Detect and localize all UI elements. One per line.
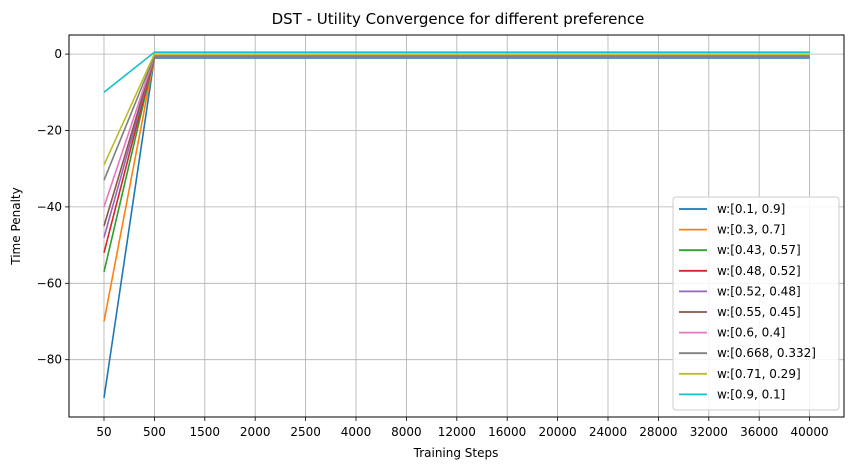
legend-label: w:[0.668, 0.332] [717, 346, 816, 360]
x-tick-label: 1500 [190, 425, 221, 439]
legend-label: w:[0.48, 0.52] [717, 264, 801, 278]
legend: w:[0.1, 0.9] w:[0.3, 0.7] w:[0.43, 0.57] w:… [672, 196, 840, 411]
x-tick-label: 24000 [589, 425, 627, 439]
legend-box [672, 196, 840, 411]
x-tick-label: 500 [143, 425, 166, 439]
x-tick-label: 20000 [539, 425, 577, 439]
x-tick-label: 2000 [240, 425, 271, 439]
y-tick-label: −20 [37, 124, 62, 138]
x-tick-label: 28000 [639, 425, 677, 439]
legend-label: w:[0.3, 0.7] [717, 223, 785, 237]
y-axis-label: Time Penalty [9, 187, 23, 265]
legend-label: w:[0.55, 0.45] [717, 305, 801, 319]
series-line-8 [103, 55, 810, 181]
x-tick-label: 32000 [690, 425, 728, 439]
x-tick-label: 4000 [341, 425, 372, 439]
legend-label: w:[0.43, 0.57] [717, 243, 801, 257]
x-tick-label: 2500 [290, 425, 321, 439]
legend-label: w:[0.1, 0.9] [717, 202, 785, 216]
x-tick-label: 8000 [391, 425, 422, 439]
y-tick-label: −80 [37, 353, 62, 367]
x-tick-label: 16000 [488, 425, 526, 439]
y-tick-label: 0 [54, 47, 62, 61]
legend-label: w:[0.71, 0.29] [717, 367, 801, 381]
series-line-10 [103, 51, 810, 93]
chart-title: DST - Utility Convergence for different … [272, 10, 645, 28]
y-tick-label: −40 [37, 200, 62, 214]
series-layer [103, 51, 810, 399]
x-axis-label: Training Steps [413, 446, 499, 460]
y-axis: 0 −20 −40 −60 −80 [37, 47, 69, 367]
x-tick-label: 50 [96, 425, 111, 439]
series-line-9 [103, 53, 810, 166]
x-tick-label: 40000 [791, 425, 829, 439]
x-tick-label: 36000 [740, 425, 778, 439]
y-tick-label: −60 [37, 276, 62, 290]
legend-label: w:[0.6, 0.4] [717, 326, 785, 340]
legend-label: w:[0.9, 0.1] [717, 387, 785, 401]
x-axis: 50 500 1500 2000 2500 4000 8000 12000 16000 20000… [96, 417, 829, 439]
x-tick-label: 12000 [438, 425, 476, 439]
legend-label: w:[0.52, 0.48] [717, 284, 801, 298]
